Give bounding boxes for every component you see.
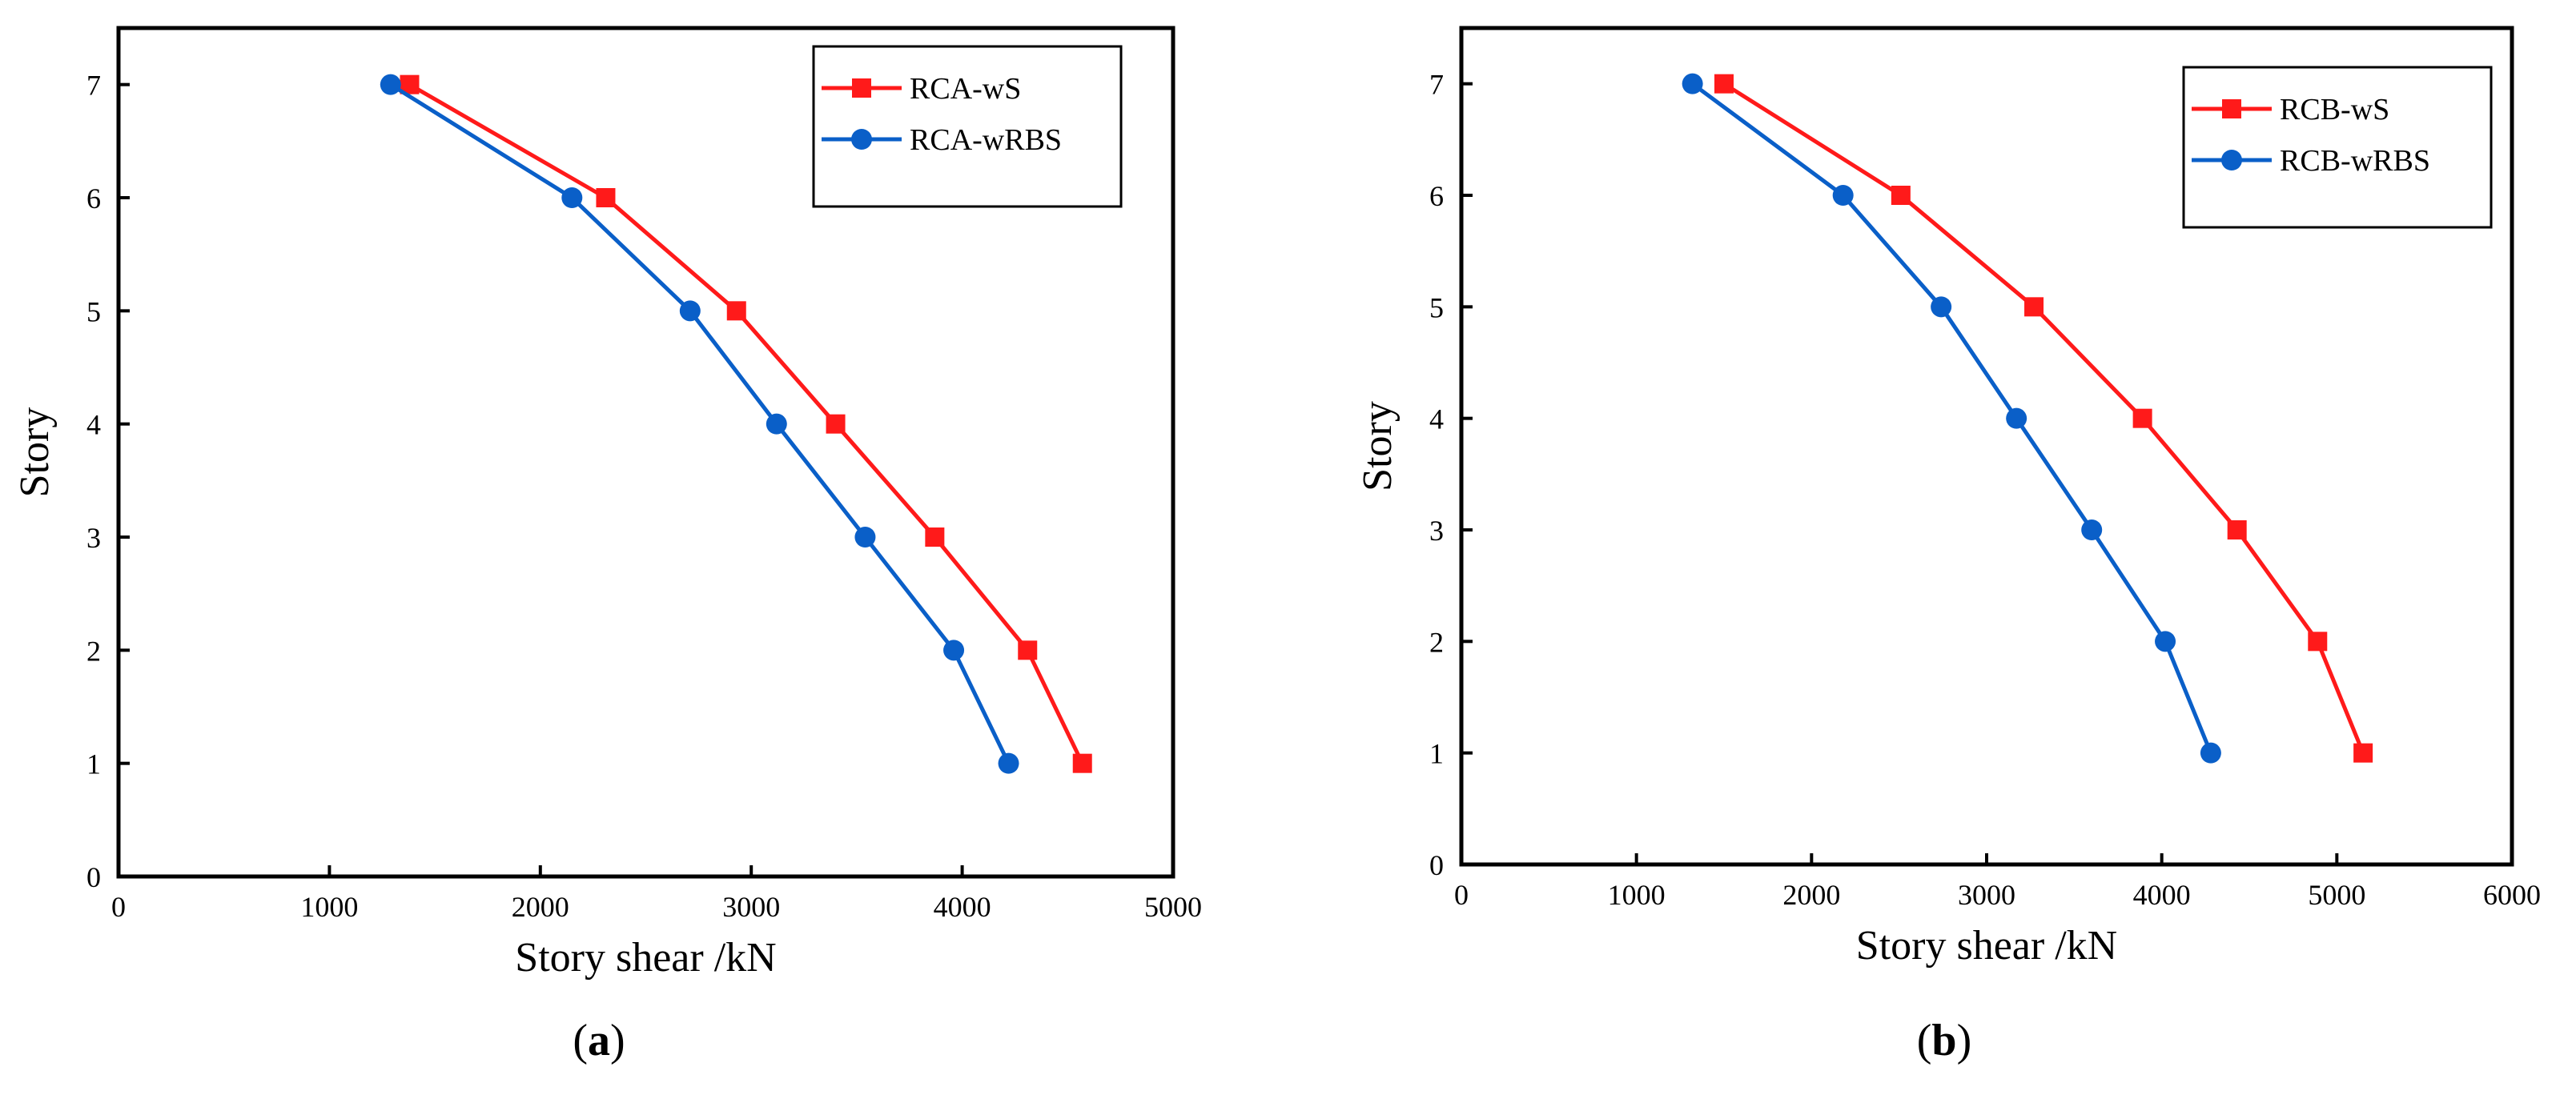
data-point-RCB-wRBS xyxy=(1682,73,1703,94)
data-point-RCB-wS xyxy=(2353,743,2373,763)
y-tick-label: 6 xyxy=(86,182,101,215)
data-point-RCB-wS xyxy=(1714,74,1734,94)
x-tick-label: 2000 xyxy=(1782,879,1840,911)
chart-panel-b: 0 1000 2000 3000 4000 5000 6000 0 1 2 3 4 5 6 7 Story s… xyxy=(1355,26,2541,1065)
data-point-RCB-wS xyxy=(2308,632,2328,652)
x-tick-label: 3000 xyxy=(1958,879,2015,911)
legend-label-RCA-wS: RCA-wS xyxy=(910,72,1021,106)
legend-marker-RCB-wS xyxy=(2222,99,2241,118)
data-point-RCA-wRBS xyxy=(943,640,965,661)
panel-label: (b) xyxy=(1917,1016,1971,1065)
data-point-RCA-wRBS xyxy=(998,752,1019,774)
x-tick-label: 4000 xyxy=(934,891,991,923)
data-point-RCB-wRBS xyxy=(2200,742,2221,764)
data-point-RCA-wRBS xyxy=(561,187,583,208)
data-point-RCA-wS xyxy=(726,301,746,321)
data-point-RCB-wRBS xyxy=(2155,631,2176,652)
y-tick-label: 5 xyxy=(1429,291,1444,323)
y-tick-label: 6 xyxy=(1429,180,1444,212)
data-point-RCA-wS xyxy=(925,527,945,547)
legend-label-RCB-wS: RCB-wS xyxy=(2280,93,2389,126)
legend-label-RCB-wRBS: RCB-wRBS xyxy=(2280,144,2430,178)
x-tick-label: 1000 xyxy=(300,891,358,923)
data-point-RCA-wS xyxy=(826,414,846,434)
y-tick-label: 0 xyxy=(86,861,101,893)
y-tick-label: 3 xyxy=(86,522,101,554)
plot-frame xyxy=(116,26,1175,879)
legend-box xyxy=(812,45,1123,208)
x-tick-label: 5000 xyxy=(1144,891,1202,923)
legend-marker-RCB-wRBS xyxy=(2221,150,2242,170)
y-tick-label: 2 xyxy=(86,635,101,667)
data-point-RCB-wS xyxy=(2024,297,2044,317)
x-tick-label: 4000 xyxy=(2133,879,2191,911)
data-point-RCA-wS xyxy=(1072,753,1092,773)
x-tick-label: 0 xyxy=(111,891,126,923)
legend-marker-RCA-wRBS xyxy=(851,129,872,150)
x-axis-title: Story shear /kN xyxy=(1856,923,2117,969)
data-point-RCB-wRBS xyxy=(1832,185,1854,206)
x-tick-label: 5000 xyxy=(2308,879,2365,911)
y-tick-label: 1 xyxy=(86,748,101,780)
data-point-RCB-wS xyxy=(2132,408,2152,428)
data-point-RCB-wS xyxy=(1891,186,1911,205)
data-point-RCA-wS xyxy=(1018,640,1038,660)
x-axis-title: Story shear /kN xyxy=(515,935,776,981)
y-tick-label: 3 xyxy=(1429,515,1444,547)
panel-label: (a) xyxy=(573,1016,625,1065)
x-tick-label: 3000 xyxy=(722,891,780,923)
y-axis-title: Story xyxy=(1355,401,1401,491)
data-point-RCB-wRBS xyxy=(1931,296,1952,318)
data-point-RCA-wRBS xyxy=(679,300,701,322)
data-point-RCB-wRBS xyxy=(2081,519,2103,540)
data-point-RCA-wRBS xyxy=(766,413,787,435)
y-tick-label: 4 xyxy=(86,409,101,441)
legend: RCA-wS RCA-wRBS xyxy=(812,45,1123,208)
y-tick-label: 7 xyxy=(86,70,101,102)
data-point-RCA-wS xyxy=(596,188,616,207)
data-point-RCA-wRBS xyxy=(854,527,876,548)
legend: RCB-wS RCB-wRBS xyxy=(2182,66,2493,229)
y-tick-label: 2 xyxy=(1429,626,1444,658)
y-tick-label: 1 xyxy=(1429,738,1444,770)
y-tick-label: 4 xyxy=(1429,403,1444,435)
y-axis-title: Story xyxy=(12,407,58,498)
legend-label-RCA-wRBS: RCA-wRBS xyxy=(910,123,1062,157)
legend-box xyxy=(2182,66,2493,229)
x-tick-label: 2000 xyxy=(512,891,569,923)
x-tick-label: 6000 xyxy=(2483,879,2541,911)
chart-panel-a: 0 1000 2000 3000 4000 5000 0 1 2 3 4 5 6 7 Story shear… xyxy=(12,26,1202,1065)
y-tick-label: 5 xyxy=(86,295,101,327)
data-point-RCB-wRBS xyxy=(2006,407,2027,429)
x-tick-label: 0 xyxy=(1454,879,1469,911)
data-point-RCB-wS xyxy=(2227,520,2247,539)
y-tick-label: 0 xyxy=(1429,849,1444,881)
x-tick-label: 1000 xyxy=(1608,879,1666,911)
data-point-RCA-wRBS xyxy=(380,74,401,95)
y-tick-label: 7 xyxy=(1429,69,1444,101)
legend-marker-RCA-wS xyxy=(852,78,871,98)
